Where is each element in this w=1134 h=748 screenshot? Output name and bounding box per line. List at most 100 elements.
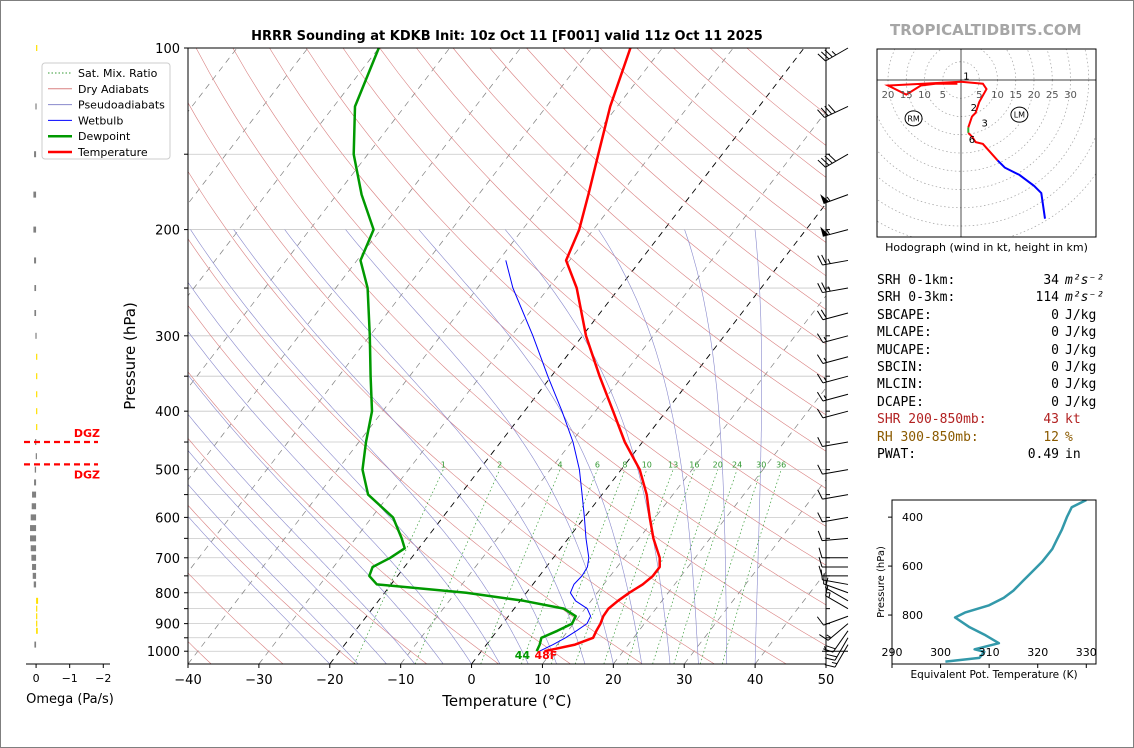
- parameter-value: 43: [1043, 412, 1059, 428]
- wind-barb-half: [831, 661, 838, 665]
- omega-bar: [30, 525, 37, 532]
- wind-barb: [820, 226, 849, 237]
- hodograph-height-label: 3: [982, 119, 988, 130]
- wind-barb: [816, 408, 849, 419]
- wind-barb-full: [826, 653, 838, 658]
- hodograph-ring-label: 15: [900, 90, 913, 101]
- wind-barb-staff: [822, 393, 849, 402]
- wind-barb: [824, 644, 849, 668]
- omega-bar: [34, 285, 37, 292]
- wind-barb-full: [817, 53, 826, 62]
- brand-watermark: TROPICALTIDBITS.COM: [890, 21, 1082, 39]
- isotherm-line: [188, 48, 663, 664]
- wind-barb-full: [816, 616, 824, 626]
- dry-adiabat: [305, 48, 826, 527]
- omega-axis-label: Omega (Pa/s): [26, 692, 114, 707]
- wind-barb: [817, 464, 849, 475]
- hodograph-height-label: 2: [971, 103, 977, 114]
- y-tick-label: 800: [155, 587, 180, 602]
- omega-bar: [32, 491, 37, 498]
- moist-adiabat: [233, 229, 557, 664]
- wind-barb-full: [818, 556, 823, 568]
- moist-adiabat: [188, 281, 501, 664]
- moist-adiabat: [188, 515, 331, 664]
- wind-barb-staff: [822, 410, 849, 419]
- dgz-label: DGZ: [74, 427, 100, 440]
- wind-barb-full: [823, 648, 834, 653]
- parameter-name: MLCIN:: [877, 377, 924, 393]
- dry-adiabat: [188, 304, 571, 664]
- omega-bar: [36, 597, 39, 604]
- wind-barb-full: [816, 333, 824, 343]
- omega-bar: [32, 572, 37, 579]
- mixing-ratio-line: [626, 469, 695, 664]
- wind-barb: [816, 615, 849, 626]
- wind-barb: [823, 630, 849, 653]
- wind-barb-staff: [822, 259, 849, 266]
- omega-bar: [34, 466, 37, 473]
- dgz-label: DGZ: [74, 468, 100, 481]
- mixing-ratio-label: 24: [732, 461, 742, 470]
- dry-adiabat: [416, 48, 826, 416]
- parameter-name: SRH 0-3km:: [877, 290, 956, 306]
- parameter-name: MUCAPE:: [877, 342, 932, 358]
- omega-bar: [33, 226, 37, 233]
- storm-motion-marker: [1010, 106, 1029, 123]
- mixing-ratio-label: 13: [668, 461, 678, 470]
- omega-bar: [30, 545, 37, 552]
- omega-tick-label: −2: [95, 672, 111, 685]
- omega-bar: [36, 620, 38, 627]
- parameter-row: SBCIN: 0 J/kg: [877, 359, 1104, 376]
- parameter-unit: m²s⁻²: [1065, 290, 1105, 306]
- surface-dewpoint-label: 44: [515, 649, 531, 662]
- wind-barb: [817, 436, 849, 448]
- wind-barb-staff: [822, 312, 849, 321]
- dry-adiabat: [188, 371, 499, 664]
- parameter-unit: J/kg: [1065, 307, 1097, 323]
- parameter-value: 0: [1051, 307, 1059, 323]
- wind-barb-half: [823, 377, 828, 383]
- omega-bar: [31, 503, 37, 510]
- dry-adiabat: [188, 238, 643, 664]
- legend-entry: Dry Adiabats: [78, 83, 149, 96]
- wind-barb-staff: [822, 469, 849, 475]
- wind-barb-staff: [823, 615, 849, 626]
- wind-barb-full: [816, 310, 824, 321]
- dry-adiabat: [232, 48, 826, 606]
- y-tick-label: 900: [155, 618, 180, 633]
- wind-barb-staff: [834, 637, 849, 661]
- legend: Sat. Mix. Ratio Dry Adiabats Pseudoadiabat…: [41, 62, 171, 160]
- hodograph-height-label: 6: [969, 135, 975, 146]
- y-tick-label: 600: [155, 511, 180, 526]
- wind-barb: [816, 373, 849, 384]
- wind-barb-half: [823, 357, 828, 363]
- dry-adiabat: [188, 437, 428, 664]
- isotherm-line: [542, 295, 826, 664]
- parameter-value: 0: [1051, 359, 1059, 375]
- moist-adiabat: [504, 229, 671, 664]
- hodograph-trace-0-3km: [884, 80, 988, 128]
- parameter-row: PWAT: 0.49 in: [877, 446, 1104, 463]
- mixing-ratio-line: [699, 469, 762, 664]
- parameter-unit: m²s⁻²: [1065, 273, 1105, 288]
- parameter-value: 0: [1051, 342, 1059, 358]
- isotherm-line: [188, 48, 450, 389]
- wind-barb-staff: [822, 441, 849, 448]
- wind-barb-staff: [822, 287, 849, 294]
- y-tick-label: 400: [155, 405, 180, 420]
- wind-barb: [820, 569, 849, 585]
- x-tick-label: −30: [245, 673, 272, 688]
- omega-bar: [30, 514, 37, 521]
- mixing-ratio-label: 6: [595, 461, 600, 470]
- hodograph-frame: [876, 48, 1097, 238]
- wind-barb-full: [820, 107, 829, 117]
- wind-barb-staff: [822, 375, 849, 384]
- omega-bar: [34, 641, 37, 648]
- mixing-ratio-line: [414, 469, 501, 664]
- parameter-name: SBCIN:: [877, 359, 924, 375]
- hodograph-ring-label: 20: [882, 90, 895, 101]
- isotherm-line: [188, 48, 592, 573]
- wind-barb-flag: [820, 194, 830, 204]
- theta-e-x-tick-label: 300: [930, 646, 951, 659]
- wind-barb-full: [824, 577, 829, 588]
